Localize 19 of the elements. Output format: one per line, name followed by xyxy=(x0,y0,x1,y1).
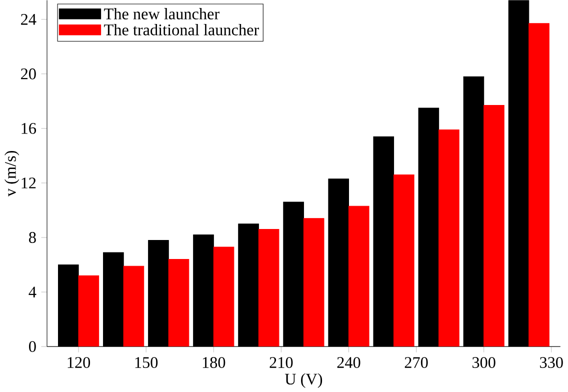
legend-label: The traditional launcher xyxy=(104,24,259,36)
x-tick-label: 270 xyxy=(404,356,428,368)
x-tick-label: 210 xyxy=(270,356,293,368)
x-axis-title: U (V) xyxy=(284,373,322,388)
x-tick-label: 180 xyxy=(202,356,226,368)
x-tick-label: 330 xyxy=(540,356,563,368)
x-tick-label: 240 xyxy=(337,356,360,368)
y-axis-title: v (m/s) xyxy=(4,150,20,196)
y-tick-label: 16 xyxy=(22,122,36,134)
legend-label: The new launcher xyxy=(104,8,220,20)
y-tick-label: 20 xyxy=(21,68,36,80)
x-tick-label: 120 xyxy=(68,356,90,368)
y-tick-label: 12 xyxy=(22,177,36,188)
x-tick-label: 300 xyxy=(472,356,496,368)
y-tick-label: 24 xyxy=(21,14,36,25)
x-tick-label: 150 xyxy=(135,356,158,368)
y-tick-label: 0 xyxy=(29,340,36,352)
y-tick-label: 8 xyxy=(29,232,36,243)
y-tick-label: 4 xyxy=(28,286,36,298)
